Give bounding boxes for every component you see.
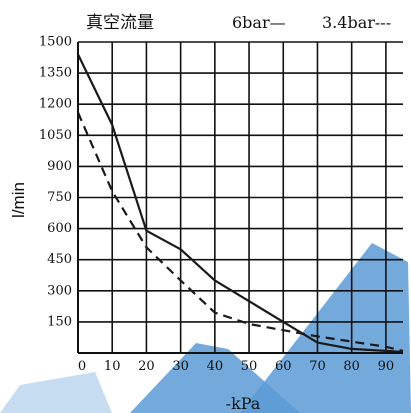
y-tick-label: 150 [47, 314, 72, 329]
watermark-band-left [130, 343, 300, 413]
series-line-6bar [77, 53, 404, 354]
x-axis-label: -kPa [226, 394, 261, 413]
x-tick-label: 0 [78, 359, 86, 374]
watermark [0, 243, 411, 413]
x-tick-label: 50 [241, 359, 258, 374]
chart-title: 真空流量 [86, 13, 154, 33]
y-tick-label: 300 [47, 283, 72, 298]
x-tick-label: 90 [378, 359, 395, 374]
x-tick-label: 40 [207, 359, 224, 374]
y-tick-label: 600 [47, 221, 72, 236]
y-tick-label: 450 [47, 252, 72, 267]
series-layer [76, 53, 404, 354]
legend-entry-6bar: 6bar— [232, 13, 286, 32]
x-tick-label: 30 [172, 359, 189, 374]
x-tick-label: 10 [104, 359, 121, 374]
x-axis-ticks: 0 10 20 30 40 50 60 70 80 90 [78, 359, 394, 374]
x-tick-label: 80 [343, 359, 360, 374]
frame [77, 42, 403, 354]
grid [78, 41, 403, 353]
x-tick-label: 60 [275, 359, 292, 374]
y-tick-label: 750 [47, 190, 72, 205]
x-tick-label: 20 [138, 359, 155, 374]
y-tick-label: 900 [47, 159, 72, 174]
watermark-band-right [240, 243, 411, 413]
x-tick-label: 70 [309, 359, 326, 374]
y-axis-label: l/min [9, 182, 28, 218]
series-line-3-4bar [76, 112, 404, 352]
y-axis-ticks: 1500 1350 1200 1050 900 750 600 450 300 150 [39, 35, 72, 330]
y-tick-label: 1350 [39, 66, 72, 81]
y-tick-label: 1500 [39, 35, 72, 50]
legend-entry-3-4bar: 3.4bar--- [322, 13, 391, 32]
y-tick-label: 1200 [39, 97, 72, 112]
watermark-band-faint [0, 372, 112, 413]
y-tick-label: 1050 [39, 128, 72, 143]
